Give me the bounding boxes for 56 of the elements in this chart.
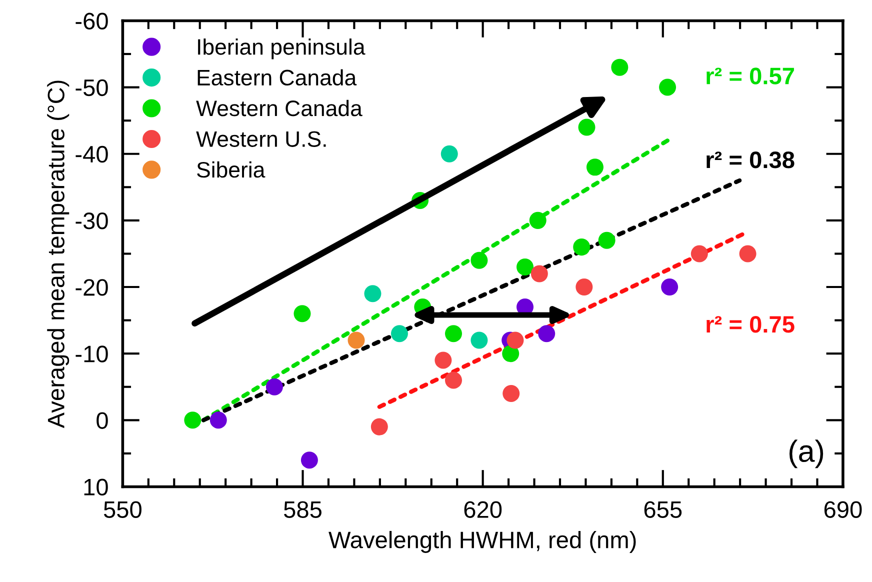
y-tick-label: -60 <box>76 12 108 30</box>
point <box>184 412 202 429</box>
point <box>516 258 534 276</box>
point <box>506 332 524 349</box>
annotation: r² = 0.38 <box>706 152 794 168</box>
point <box>598 232 616 249</box>
point <box>739 245 756 262</box>
y-tick-label: -10 <box>76 346 108 362</box>
point <box>529 212 546 229</box>
point <box>294 305 311 322</box>
y-tick-label: 10 <box>84 478 108 496</box>
x-tick-label: 690 <box>824 501 862 518</box>
legend-label: Eastern Canada <box>198 69 357 86</box>
y-tick-label: -40 <box>76 146 108 163</box>
point <box>364 285 382 302</box>
y-tick-label: -20 <box>76 279 108 296</box>
legend-label: Iberian peninsula <box>198 38 366 60</box>
point <box>576 278 593 296</box>
point <box>573 238 590 256</box>
x-tick-label: 585 <box>284 501 322 518</box>
point <box>370 418 388 436</box>
point <box>659 78 676 96</box>
legend-label: Western Canada <box>196 100 362 116</box>
y-tick-label: -30 <box>76 212 108 230</box>
point <box>502 385 520 402</box>
point <box>440 145 458 162</box>
legend-label: Siberia <box>197 161 266 178</box>
point <box>444 372 462 389</box>
x-tick-label: 655 <box>644 501 682 518</box>
annotation: (a) <box>790 440 824 468</box>
x-tick-label: 620 <box>464 501 502 518</box>
point <box>586 158 604 176</box>
point <box>611 58 628 76</box>
annotation: r² = 0.75 <box>706 316 794 333</box>
point <box>470 332 488 349</box>
point <box>210 412 227 429</box>
x-axis-title: Wavelength HWHM, red (nm) <box>328 530 636 553</box>
point <box>470 252 488 269</box>
x-tick-label: 550 <box>104 501 142 518</box>
y-tick-label: 0 <box>96 412 108 429</box>
point <box>266 378 283 396</box>
point <box>661 278 678 296</box>
point <box>538 325 556 342</box>
legend-label: Western U.S. <box>196 131 326 147</box>
point <box>690 245 708 262</box>
y-axis-title: Averaged mean temperature (°C) <box>47 80 70 428</box>
point <box>300 452 318 469</box>
point <box>444 325 462 342</box>
y-tick-label: -50 <box>76 79 108 96</box>
point <box>390 325 408 342</box>
point <box>530 265 548 282</box>
point <box>502 345 520 362</box>
point <box>434 352 452 369</box>
point <box>578 118 596 136</box>
point <box>348 332 365 349</box>
annotation: r² = 0.57 <box>706 68 794 84</box>
